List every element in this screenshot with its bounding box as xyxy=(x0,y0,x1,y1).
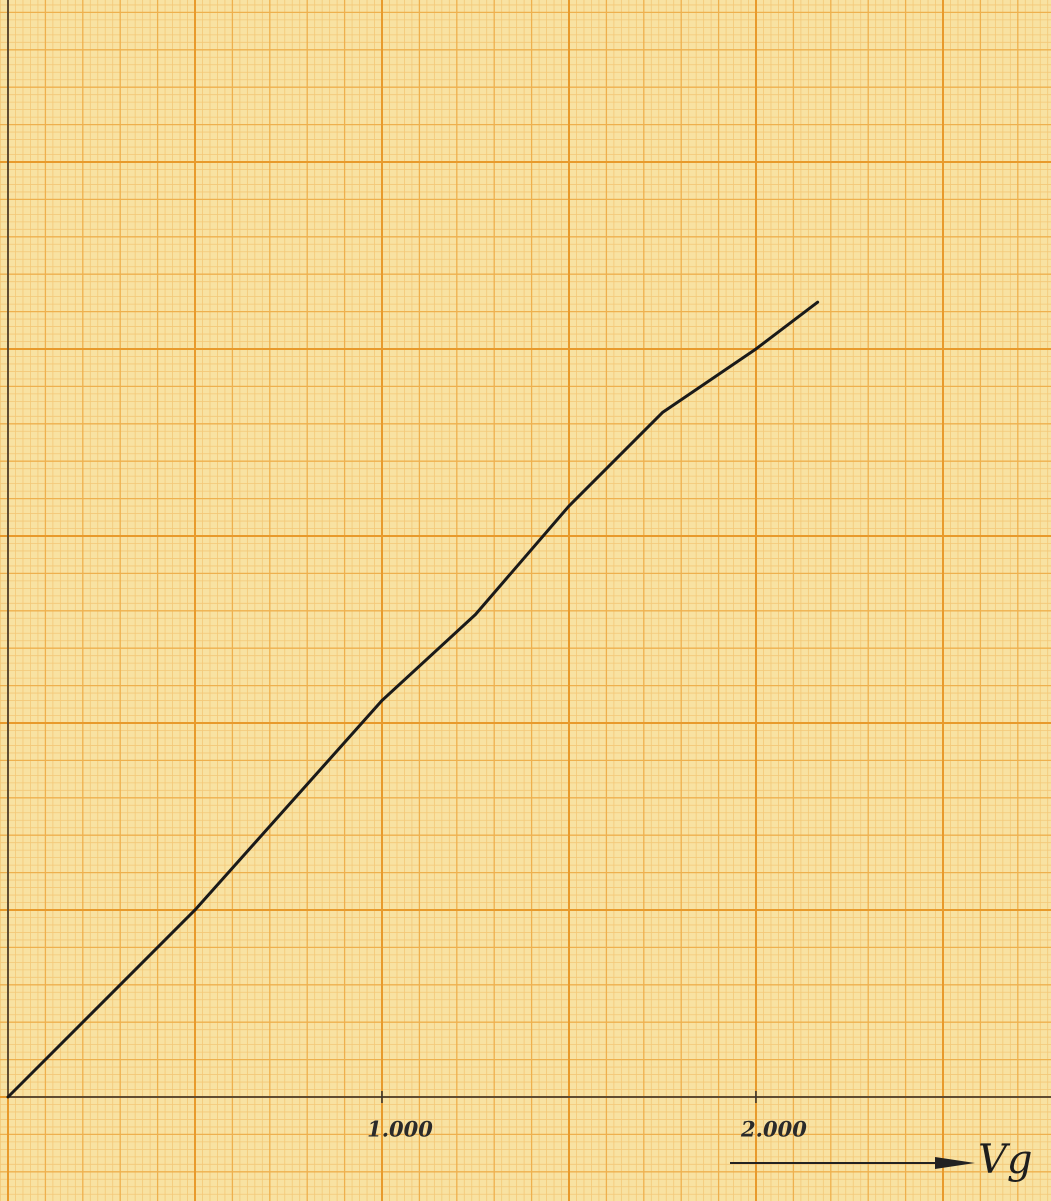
x-axis-label: Vg xyxy=(978,1137,1033,1183)
data-line xyxy=(6,300,820,1099)
x-tick-label: 2.000 xyxy=(740,1117,807,1142)
x-tick-label: 1.000 xyxy=(367,1117,433,1142)
arrow-head xyxy=(935,1157,975,1169)
